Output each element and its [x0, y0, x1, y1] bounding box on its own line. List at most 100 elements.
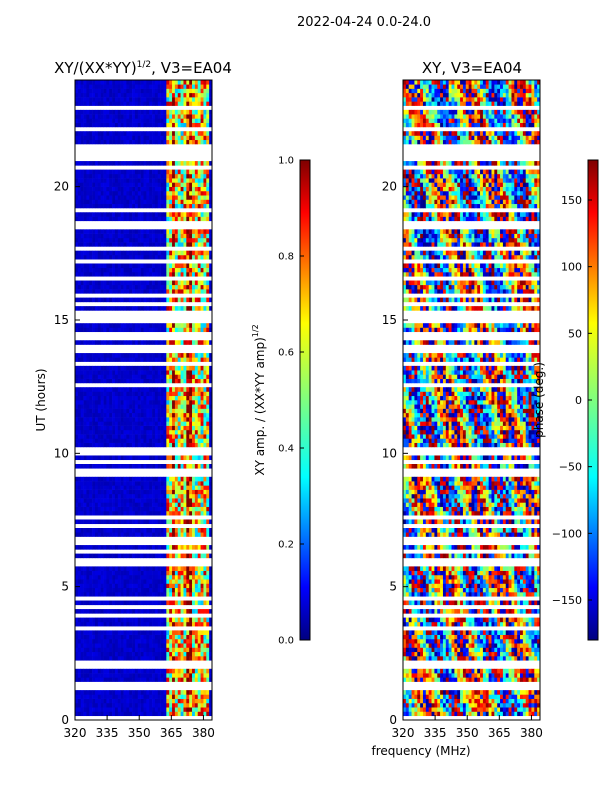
heatmap-cell [109, 378, 113, 384]
heatmap-cell [189, 690, 193, 695]
heatmap-cell [112, 101, 116, 106]
heatmap-cell [92, 417, 96, 422]
heatmap-cell [132, 267, 136, 273]
heatmap-cell [92, 131, 96, 136]
heatmap-cell [83, 656, 87, 661]
heatmap-cell [149, 374, 153, 379]
heatmap-cell [143, 161, 147, 166]
heatmap-cell [83, 690, 87, 695]
heatmap-cell [94, 638, 99, 644]
heatmap-cell [123, 404, 127, 409]
heatmap-cell [75, 212, 79, 217]
heatmap-cell [189, 421, 193, 426]
heatmap-cell [197, 673, 201, 678]
heatmap-cell [109, 668, 113, 674]
heatmap-cell [174, 378, 179, 384]
heatmap-cell [80, 651, 84, 657]
heatmap-cell [140, 400, 144, 405]
heatmap-cell [92, 673, 96, 678]
heatmap-cell [154, 668, 159, 674]
heatmap-cell [189, 92, 193, 98]
heatmap-cell [163, 690, 167, 695]
heatmap-cell [157, 387, 161, 392]
heatmap-cell [146, 545, 150, 550]
heatmap-cell [194, 592, 199, 597]
heatmap-cell [209, 267, 213, 273]
heatmap-cell [75, 80, 79, 85]
heatmap-cell [75, 365, 79, 371]
heatmap-cell [103, 592, 107, 597]
heatmap-cell [163, 570, 167, 576]
heatmap-cell [143, 395, 147, 401]
heatmap-cell [77, 583, 81, 589]
heatmap-cell [203, 408, 207, 414]
heatmap-cell [75, 493, 79, 499]
heatmap-cell [106, 493, 110, 499]
heatmap-cell [157, 233, 161, 239]
heatmap-cell [172, 690, 176, 695]
heatmap-cell [134, 711, 139, 717]
heatmap-cell [100, 178, 104, 183]
heatmap-cell [114, 464, 119, 469]
heatmap-cell [89, 621, 93, 627]
heatmap-cell [154, 442, 159, 448]
heatmap-cell [120, 498, 124, 503]
heatmap-cell [97, 694, 101, 699]
heatmap-cell [192, 267, 196, 273]
heatmap-cell [114, 254, 119, 260]
heatmap-cell [89, 327, 93, 333]
heatmap-cell [132, 592, 136, 597]
heatmap-cell [97, 553, 101, 559]
heatmap-cell [80, 673, 84, 678]
heatmap-cell [83, 297, 87, 303]
heatmap-cell [109, 587, 113, 593]
heatmap-cell [154, 306, 159, 311]
heatmap-cell [149, 502, 153, 507]
heatmap-cell [129, 297, 133, 303]
heatmap-cell [112, 84, 116, 89]
heatmap-cell [94, 690, 99, 695]
heatmap-cell [94, 434, 99, 439]
heatmap-cell [92, 186, 96, 192]
heatmap-cell [160, 323, 164, 328]
heatmap-cell [154, 280, 159, 286]
heatmap-cell [77, 532, 81, 537]
heatmap-cell [180, 374, 184, 379]
heatmap-cell [152, 263, 156, 269]
heatmap-cell [197, 173, 201, 179]
heatmap-cell [200, 528, 204, 533]
heatmap-cell [106, 485, 110, 490]
heatmap-cell [109, 97, 113, 102]
heatmap-cell [77, 545, 81, 550]
heatmap-cell [206, 673, 210, 678]
heatmap-cell [160, 195, 164, 200]
heatmap-cell [140, 421, 144, 426]
heatmap-cell [75, 690, 79, 695]
heatmap-cell [197, 502, 201, 507]
heatmap-cell [106, 421, 110, 426]
heatmap-cell [137, 464, 141, 469]
heatmap-cell [169, 327, 173, 333]
heatmap-cell [92, 647, 96, 653]
heatmap-cell [83, 374, 87, 379]
heatmap-cell [80, 566, 84, 571]
heatmap-cell [75, 284, 79, 290]
heatmap-cell [134, 284, 139, 290]
heatmap-cell [103, 545, 107, 550]
heatmap-cell [92, 694, 96, 699]
heatmap-cell [140, 711, 144, 717]
heatmap-cell [89, 195, 93, 200]
heatmap-cell [180, 528, 184, 533]
heatmap-cell [140, 412, 144, 418]
heatmap-cell [143, 429, 147, 435]
heatmap-cell [203, 579, 207, 584]
heatmap-cell [109, 485, 113, 490]
heatmap-cell [86, 634, 90, 640]
heatmap-cell [163, 387, 167, 392]
heatmap-cell [186, 587, 190, 593]
heatmap-cell [129, 289, 133, 294]
heatmap-cell [172, 263, 176, 269]
heatmap-cell [137, 161, 141, 166]
heatmap-cell [146, 387, 150, 392]
heatmap-cell [137, 195, 141, 200]
